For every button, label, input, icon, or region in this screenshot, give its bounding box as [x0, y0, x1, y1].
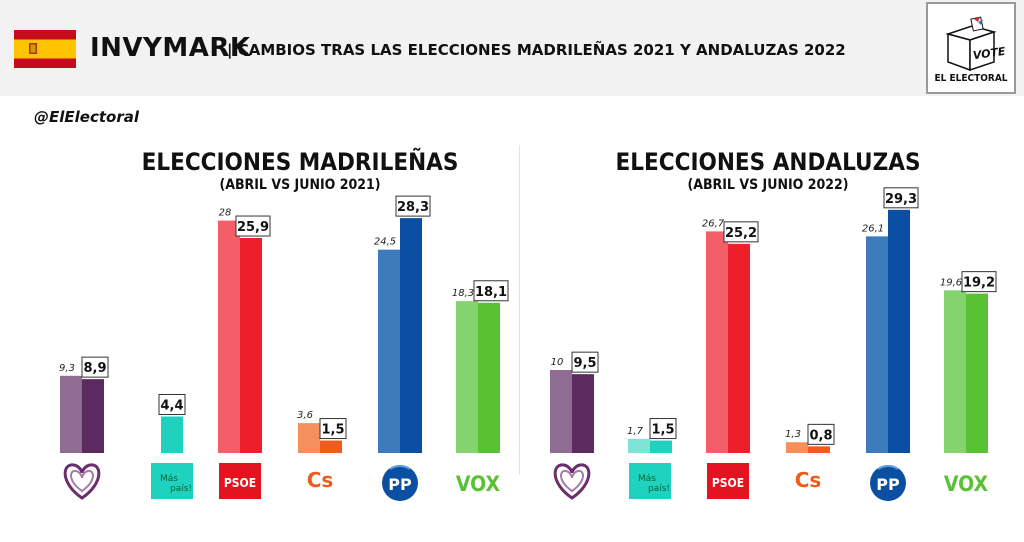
- vox-logo-text: VOX: [456, 472, 501, 496]
- pp-logo-icon: PP: [870, 465, 906, 501]
- bar-current-label-box: [395, 195, 431, 217]
- bar-current: [966, 293, 988, 453]
- mas-pais-logo-text: Más: [160, 474, 178, 484]
- chart-divider: [519, 145, 520, 475]
- vox-logo-icon: VOX: [456, 472, 501, 496]
- bar-previous: [786, 442, 808, 453]
- bar-current-label-box: [571, 351, 599, 373]
- bar-current-label-box: [723, 221, 759, 243]
- bar-previous: [456, 301, 478, 453]
- bar-current-label: 28,3: [397, 200, 429, 215]
- bar-previous-label: 28: [219, 208, 232, 219]
- bar-previous: [298, 423, 320, 453]
- mas-pais-logo-text: país!: [648, 484, 670, 494]
- bar-current-label-box: [319, 418, 347, 440]
- psoe-logo-text: PSOE: [712, 476, 744, 490]
- bar-current-label: 25,9: [237, 220, 269, 235]
- mas-pais-logo-text: país!: [170, 484, 192, 494]
- bar-current-label: 0,8: [809, 428, 832, 443]
- bar-current-label: 4,4: [160, 398, 183, 413]
- cs-logo-text: Cs: [795, 468, 822, 492]
- bar-current: [728, 243, 750, 453]
- bar-previous-label: 19,6: [940, 277, 962, 288]
- psoe-logo-icon: PSOE: [707, 463, 749, 499]
- bar-previous-label: 1,7: [627, 426, 644, 437]
- chart-subtitle: (ABRIL VS JUNIO 2021): [219, 177, 380, 193]
- bar-previous-label: 1,3: [785, 429, 801, 440]
- bar-previous: [706, 231, 728, 453]
- bar-previous: [60, 375, 82, 453]
- mas-pais-logo-text: Más: [638, 474, 656, 484]
- bar-current-label: 18,1: [475, 285, 507, 300]
- chart-title: ELECCIONES MADRILEÑAS: [142, 147, 459, 176]
- bar-previous-label: 26,7: [702, 218, 725, 229]
- brand-title: INVYMARK: [90, 33, 251, 63]
- bar-previous-label: 3,6: [297, 410, 313, 421]
- bar-current-label: 8,9: [83, 361, 106, 376]
- bar-current-label-box: [807, 423, 835, 445]
- bar-previous: [944, 290, 966, 453]
- chart-subtitle: (ABRIL VS JUNIO 2022): [687, 177, 848, 193]
- bar-current-label: 25,2: [725, 226, 757, 241]
- vox-logo-icon: VOX: [944, 472, 989, 496]
- bar-current: [161, 416, 183, 453]
- pp-logo-text: PP: [388, 475, 412, 494]
- vox-logo-text: VOX: [944, 472, 989, 496]
- bar-previous: [218, 220, 240, 453]
- heart-logo-icon: [553, 463, 591, 500]
- bar-current-label-box: [158, 393, 186, 415]
- bar-previous: [550, 370, 572, 453]
- bar-previous: [866, 236, 888, 453]
- cs-logo-icon: Cs: [307, 468, 334, 492]
- header-bar: INVYMARK | CAMBIOS TRAS LAS ELECCIONES M…: [0, 0, 1024, 96]
- bar-current-label-box: [883, 187, 919, 209]
- pp-logo-text: PP: [876, 475, 900, 494]
- psoe-logo-icon: PSOE: [219, 463, 261, 499]
- bar-previous: [378, 249, 400, 453]
- bar-current-label: 19,2: [963, 276, 995, 291]
- cs-logo-icon: Cs: [795, 468, 822, 492]
- bar-previous: [628, 438, 650, 453]
- logo-caption: EL ELECTORAL: [934, 73, 1008, 84]
- bar-current-label-box: [81, 356, 109, 378]
- vote-text: VOTE: [972, 45, 1007, 62]
- bar-current-label: 29,3: [885, 192, 917, 207]
- bar-previous-label: 9,3: [59, 363, 75, 374]
- bar-current: [320, 440, 342, 453]
- bar-current: [478, 302, 500, 453]
- bar-current: [808, 446, 830, 453]
- bar-previous-label: 18,3: [452, 288, 474, 299]
- ballot-box-icon: VOTE: [945, 16, 1007, 72]
- heart-logo-icon: [63, 463, 101, 500]
- bar-previous-label: 24,5: [374, 237, 396, 248]
- bar-previous-label: 10: [551, 357, 564, 368]
- twitter-handle: @ElElectoral: [34, 108, 139, 126]
- bar-current: [400, 218, 422, 453]
- bar-current-label-box: [961, 271, 997, 293]
- bar-current: [82, 379, 104, 453]
- chart-title: ELECCIONES ANDALUZAS: [616, 148, 921, 176]
- bar-current-label: 9,5: [573, 356, 596, 371]
- bar-current: [240, 238, 262, 453]
- bar-current-label: 1,5: [651, 423, 674, 438]
- bar-current: [650, 440, 672, 453]
- bar-previous-label: 26,1: [862, 223, 884, 234]
- spain-flag-icon: [14, 30, 76, 68]
- el-electoral-logo: VOTE EL ELECTORAL: [926, 2, 1016, 94]
- page-subtitle: | CAMBIOS TRAS LAS ELECCIONES MADRILEÑAS…: [227, 41, 846, 59]
- bar-current-label: 1,5: [321, 423, 344, 438]
- bar-current-label-box: [649, 418, 677, 440]
- pp-logo-icon: PP: [382, 465, 418, 501]
- bar-current: [888, 209, 910, 453]
- bar-current-label-box: [235, 215, 271, 237]
- bar-current-label-box: [473, 280, 509, 302]
- cs-logo-text: Cs: [307, 468, 334, 492]
- psoe-logo-text: PSOE: [224, 476, 256, 490]
- bar-current: [572, 374, 594, 453]
